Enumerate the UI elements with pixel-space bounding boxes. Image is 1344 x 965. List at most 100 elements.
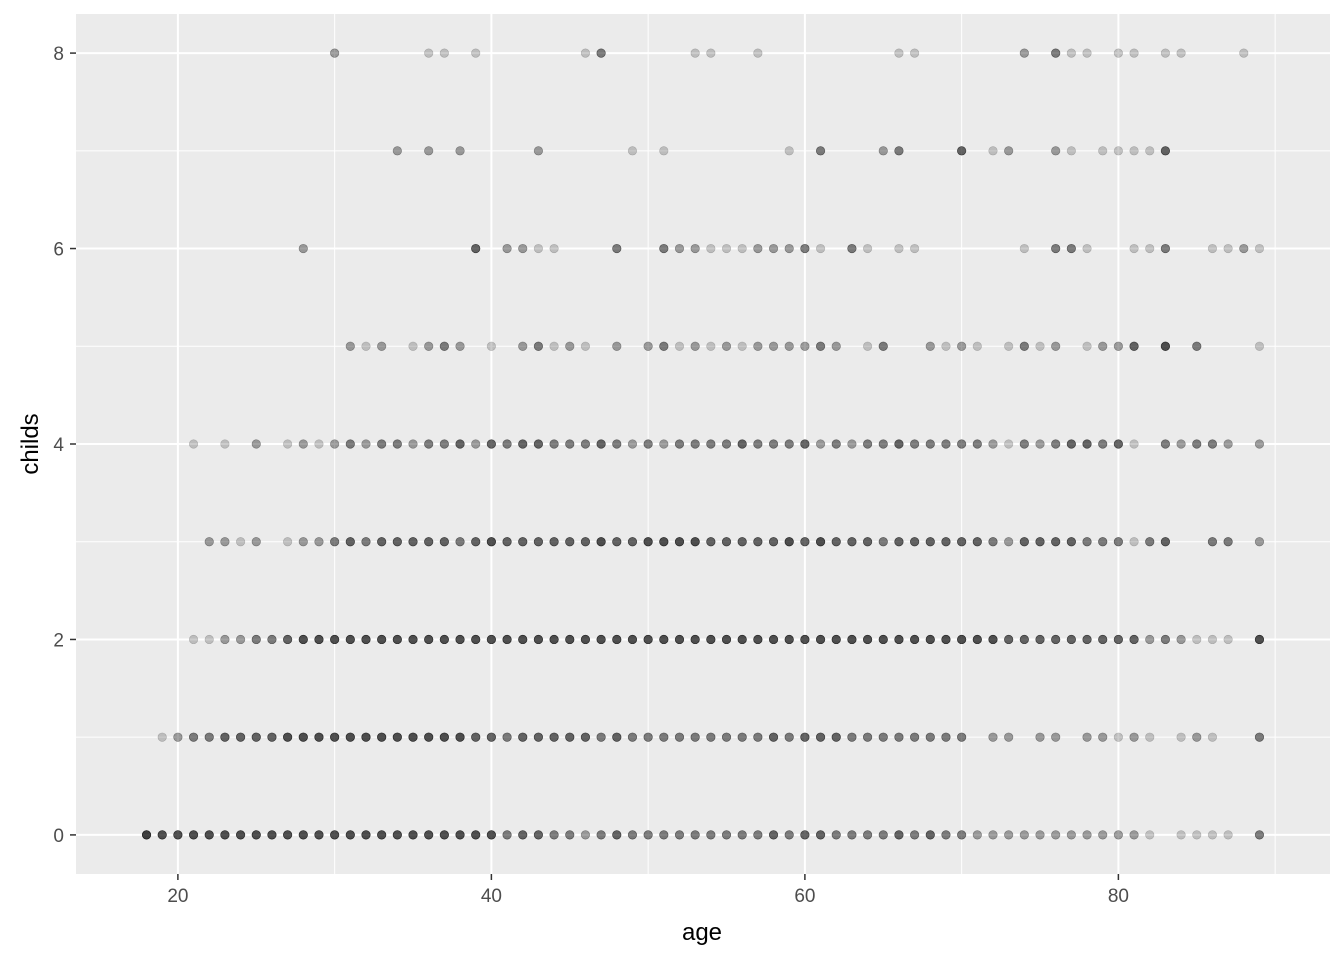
data-point [753,830,763,840]
data-point [847,732,857,742]
data-point [361,634,371,645]
data-point [220,830,230,840]
data-point [330,634,340,645]
data-point [659,537,669,547]
data-point [596,634,606,645]
data-point [706,439,716,449]
data-point [251,537,261,547]
data-point [439,439,449,449]
data-point [408,732,418,742]
data-point [1160,243,1171,254]
data-point [1145,537,1155,547]
data-point [580,634,591,645]
data-point [330,439,340,449]
data-point [847,634,857,645]
data-point [784,634,794,645]
data-point [439,341,449,351]
data-point [361,732,371,742]
data-point [298,537,308,547]
data-point [1051,243,1061,254]
data-point [659,732,669,742]
data-point [627,830,638,840]
data-point [455,341,465,351]
y-tick-label: 4 [53,435,64,456]
data-point [1176,830,1186,840]
data-point [596,732,606,742]
data-point [753,830,763,840]
data-point [1082,439,1092,449]
data-point [894,537,904,547]
data-point [392,732,402,742]
data-point [204,830,214,840]
data-point [298,830,308,840]
data-point [596,830,606,840]
data-point [596,439,606,449]
data-point [455,732,465,742]
data-point [690,439,700,449]
data-point [1066,830,1076,840]
data-point [878,634,888,645]
data-point [549,732,559,742]
data-point [1223,439,1233,449]
data-point [925,537,935,547]
data-point [377,634,387,645]
data-point [659,146,669,156]
data-point [424,537,434,547]
data-point [361,537,371,547]
data-point [1051,341,1061,351]
data-point [815,830,826,840]
data-point [768,634,779,645]
data-point [596,634,606,645]
data-point [1192,732,1202,742]
data-point [1192,439,1202,449]
data-point [957,537,967,547]
data-point [1145,634,1155,645]
data-point [612,830,622,840]
data-point [424,439,434,449]
data-point [674,537,685,547]
data-point [878,732,888,742]
data-point [878,439,888,449]
data-point [737,243,747,254]
data-point [1129,732,1139,742]
data-point [988,146,998,156]
data-point [1192,341,1202,351]
data-point [910,634,920,645]
data-point [204,830,214,840]
data-point [706,243,716,254]
data-point [1066,537,1076,547]
data-point [439,634,449,645]
data-point [690,537,700,547]
y-tick-label: 2 [53,630,64,651]
data-point [204,830,214,840]
data-point [392,634,402,645]
data-point [220,732,230,742]
data-point [345,439,355,449]
data-point [659,732,669,742]
data-point [580,732,591,742]
data-point [1004,341,1014,351]
data-point [283,830,293,840]
data-point [1176,439,1186,449]
data-point [361,830,371,840]
data-point [549,634,559,645]
data-point [502,634,512,645]
data-point [580,732,591,742]
data-point [439,537,449,547]
data-point [439,439,449,449]
data-point [878,146,888,156]
data-point [768,634,779,645]
data-point [612,732,622,742]
data-point [1051,537,1061,547]
data-point [847,830,857,840]
data-point [1129,243,1139,254]
data-point [377,634,387,645]
data-point [925,341,935,351]
data-point [392,830,402,840]
data-point [283,830,293,840]
data-point [784,634,794,645]
data-point [1082,732,1092,742]
data-point [737,634,747,645]
data-point [471,537,481,547]
data-point [894,48,904,58]
